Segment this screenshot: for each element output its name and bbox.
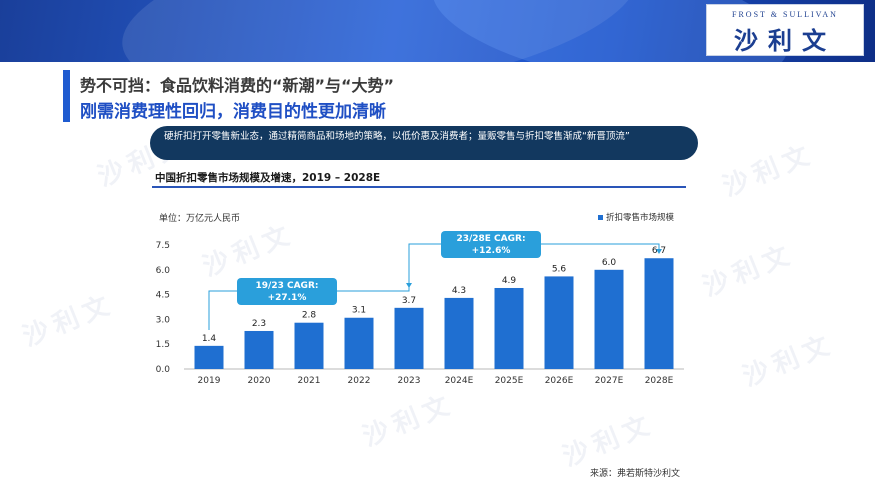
title-accent-bar	[63, 70, 70, 122]
bar	[294, 322, 324, 369]
bar	[644, 258, 674, 369]
cagr-annotation: 19/23 CAGR: +27.1%	[237, 278, 337, 305]
cagr-label: 23/28E CAGR:	[456, 234, 526, 244]
summary-text: 硬折扣打开零售新业态，通过精简商品和场地的策略，以低价惠及消费者；量贩零售与折扣…	[164, 131, 630, 142]
cagr-arrowhead	[656, 249, 662, 254]
x-tick-label: 2024E	[445, 376, 474, 386]
bar	[194, 345, 224, 369]
bar	[594, 269, 624, 369]
x-tick-label: 2027E	[595, 376, 624, 386]
cagr-value: +27.1%	[267, 293, 307, 303]
chart-title: 中国折扣零售市场规模及增速，2019 – 2028E	[155, 172, 381, 184]
x-tick-label: 2025E	[495, 376, 524, 386]
page-subtitle: 刚需消费理性回归，消费目的性更加清晰	[80, 102, 386, 122]
x-tick-label: 2019	[198, 376, 221, 386]
y-tick-label: 7.5	[156, 241, 170, 251]
cagr-value: +12.6%	[471, 246, 511, 256]
legend-label: 折扣零售市场规模	[606, 213, 675, 223]
bar	[344, 317, 374, 369]
y-tick-label: 1.5	[156, 340, 170, 350]
legend-swatch	[598, 215, 603, 220]
bar-value-label: 2.3	[252, 319, 266, 329]
x-tick-label: 2021	[298, 376, 321, 386]
y-tick-label: 3.0	[156, 315, 171, 325]
x-tick-label: 2028E	[645, 376, 674, 386]
logo-chinese: 沙利文	[734, 27, 836, 55]
bar-value-label: 4.3	[452, 286, 466, 296]
chart-title-rule	[152, 186, 686, 188]
y-tick-label: 0.0	[156, 365, 171, 375]
bar	[394, 307, 424, 369]
page-title: 势不可挡：食品饮料消费的“新潮”与“大势”	[80, 76, 395, 95]
logo-english: FROST & SULLIVAN	[732, 10, 838, 19]
x-tick-label: 2022	[348, 376, 371, 386]
bar-value-label: 3.1	[352, 306, 366, 316]
y-tick-label: 4.5	[156, 291, 170, 301]
chart-unit-label: 单位：万亿元人民币	[159, 214, 241, 224]
x-tick-label: 2023	[398, 376, 421, 386]
source-note: 来源：弗若斯特沙利文	[590, 469, 681, 479]
y-tick-label: 6.0	[156, 266, 171, 276]
bar-value-label: 5.6	[552, 264, 567, 274]
chart-legend: 折扣零售市场规模	[598, 211, 674, 223]
bar	[244, 330, 274, 369]
cagr-arrowhead	[406, 283, 412, 288]
bar	[444, 297, 474, 369]
x-tick-label: 2026E	[545, 376, 574, 386]
cagr-annotation: 23/28E CAGR: +12.6%	[441, 231, 541, 258]
bar-value-label: 1.4	[202, 334, 217, 344]
bar-value-label: 2.8	[302, 311, 317, 321]
bar	[494, 287, 524, 369]
x-tick-label: 2020	[248, 376, 271, 386]
bar-value-label: 3.7	[402, 296, 416, 306]
cagr-label: 19/23 CAGR:	[255, 281, 319, 291]
bar-value-label: 6.0	[602, 258, 617, 268]
bar	[544, 276, 574, 369]
summary-banner: 硬折扣打开零售新业态，通过精简商品和场地的策略，以低价惠及消费者；量贩零售与折扣…	[150, 126, 698, 160]
frost-sullivan-logo: FROST & SULLIVAN 沙利文	[706, 4, 864, 56]
bar-value-label: 4.9	[502, 276, 517, 286]
